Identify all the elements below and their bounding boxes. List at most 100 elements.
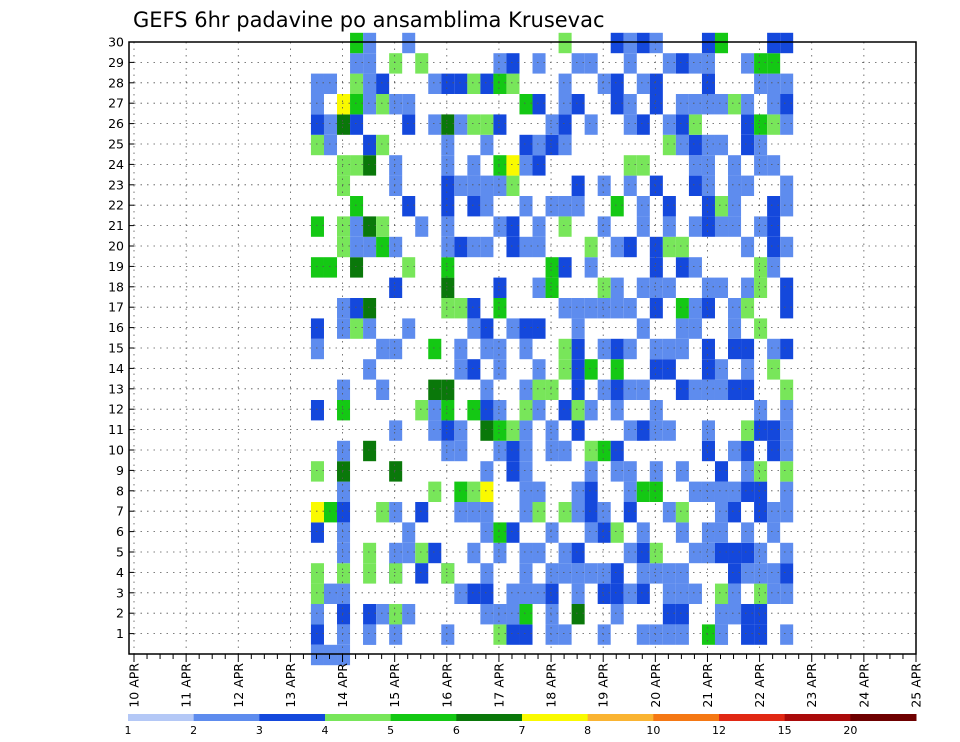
precip-cell xyxy=(597,440,611,462)
precip-cell xyxy=(532,583,546,604)
precip-cell xyxy=(728,379,742,400)
precip-cell xyxy=(454,175,468,196)
precip-cell xyxy=(323,583,338,604)
precip-cell xyxy=(649,73,663,94)
precip-cell xyxy=(754,461,768,482)
precip-cell xyxy=(780,461,794,482)
precip-cell xyxy=(376,73,390,94)
precip-cell xyxy=(428,420,442,441)
y-tick-label: 19 xyxy=(108,259,124,274)
precip-cell xyxy=(558,298,572,319)
precip-cell xyxy=(389,461,403,482)
precip-cell xyxy=(310,94,324,115)
precip-cell xyxy=(597,216,611,237)
precip-cell xyxy=(571,338,585,360)
precip-cell xyxy=(363,73,377,94)
precip-cell xyxy=(337,502,351,523)
precip-cell xyxy=(662,502,676,523)
precip-cell xyxy=(728,298,742,319)
precip-cell xyxy=(310,522,324,543)
precip-cell xyxy=(688,53,702,74)
precip-cell xyxy=(662,604,676,625)
precip-cell xyxy=(571,298,585,319)
precip-cell xyxy=(688,318,702,339)
precip-cell xyxy=(389,338,403,360)
precip-cell xyxy=(441,257,455,278)
precip-cell xyxy=(493,420,507,441)
precip-cell xyxy=(754,502,768,523)
precip-cell xyxy=(506,624,520,645)
legend-label: 12 xyxy=(712,724,726,737)
precip-cell xyxy=(558,400,572,421)
precip-cell xyxy=(675,338,689,360)
precip-cell xyxy=(337,155,351,176)
precip-cell xyxy=(741,359,755,380)
precip-cell xyxy=(754,542,768,564)
precip-cell xyxy=(558,338,572,360)
precip-cell xyxy=(454,502,468,523)
precip-cell xyxy=(441,298,455,319)
precip-cell xyxy=(728,155,742,176)
precip-cell xyxy=(558,73,572,94)
precip-cell xyxy=(754,624,768,645)
precip-cell xyxy=(780,563,794,584)
precip-cell xyxy=(741,542,755,564)
precip-cell xyxy=(767,522,781,543)
precip-cell xyxy=(754,53,768,74)
precip-cell xyxy=(454,73,468,94)
precip-cell xyxy=(636,155,650,176)
precip-cell xyxy=(323,644,338,666)
precip-cell xyxy=(741,277,755,298)
precip-cell xyxy=(337,440,351,462)
precip-cell xyxy=(493,216,507,237)
precip-cell xyxy=(780,502,794,523)
precip-cell xyxy=(780,32,794,54)
precip-cell xyxy=(441,196,455,217)
precip-cell xyxy=(480,400,494,421)
precip-cell xyxy=(310,318,324,339)
precip-cell xyxy=(636,216,650,237)
precip-cell xyxy=(337,175,351,196)
precip-cell xyxy=(714,522,729,543)
precip-cell xyxy=(754,604,768,625)
precip-cell xyxy=(584,461,598,482)
precip-cell xyxy=(454,359,468,380)
precip-cell xyxy=(741,481,755,502)
precip-cell xyxy=(741,298,755,319)
precip-cell xyxy=(728,94,742,115)
precip-cell xyxy=(597,379,611,400)
precip-cell xyxy=(767,32,781,54)
precip-cell xyxy=(467,114,481,135)
precip-cell xyxy=(506,440,520,462)
precip-cell xyxy=(545,277,559,298)
precip-cell xyxy=(506,604,520,625)
precip-cell xyxy=(649,420,663,441)
precip-cell xyxy=(363,94,377,115)
precip-cell xyxy=(532,216,546,237)
precip-cell xyxy=(337,94,351,115)
precip-cell xyxy=(441,216,455,237)
precip-cell xyxy=(506,420,520,441)
precip-cell xyxy=(337,624,351,645)
precip-cell xyxy=(675,94,689,115)
precip-cell xyxy=(728,318,742,339)
precip-cell xyxy=(780,400,794,421)
precip-cell xyxy=(675,502,689,523)
precip-cell xyxy=(402,604,416,625)
precip-cell xyxy=(519,604,533,625)
precip-cell xyxy=(675,522,689,543)
precip-cell xyxy=(649,359,663,380)
precip-cell xyxy=(767,338,781,360)
precip-cell xyxy=(545,604,559,625)
precip-cell xyxy=(480,196,494,217)
precip-cell xyxy=(623,461,637,482)
precip-cell xyxy=(350,73,364,94)
x-tick-label: 15 APR xyxy=(387,663,402,708)
precip-cell xyxy=(714,624,729,645)
precip-cell xyxy=(610,338,624,360)
precip-cell xyxy=(571,94,585,115)
precip-cell xyxy=(493,53,507,74)
precip-cell xyxy=(350,257,364,278)
x-tick-label: 12 APR xyxy=(231,663,246,708)
